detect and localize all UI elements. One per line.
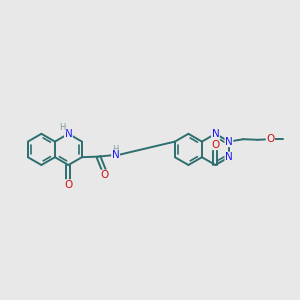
Text: N: N xyxy=(112,150,119,160)
Text: N: N xyxy=(225,152,233,162)
Text: O: O xyxy=(100,170,109,180)
Text: O: O xyxy=(266,134,275,144)
Text: O: O xyxy=(211,140,220,150)
Text: N: N xyxy=(212,129,219,139)
Text: H: H xyxy=(59,123,66,132)
Text: H: H xyxy=(112,145,119,154)
Text: N: N xyxy=(225,136,233,147)
Text: N: N xyxy=(64,129,72,139)
Text: O: O xyxy=(64,180,73,190)
